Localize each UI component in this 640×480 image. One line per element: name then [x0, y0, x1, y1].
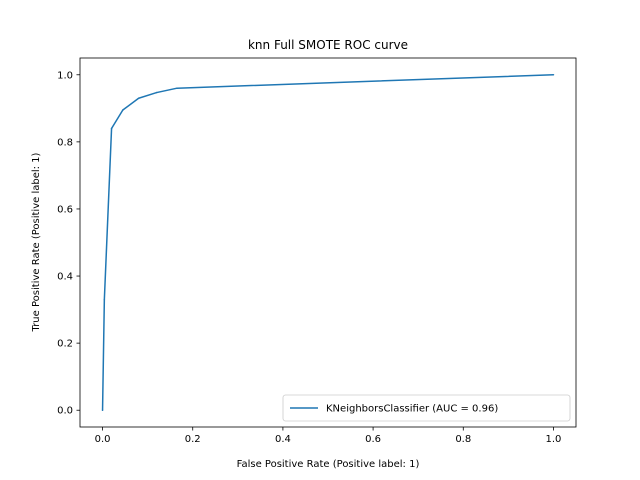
- y-axis-label: True Positive Rate (Positive label: 1): [31, 152, 42, 332]
- y-tick-label: 0.4: [57, 272, 73, 283]
- roc-point: [110, 127, 113, 130]
- roc-point: [155, 91, 158, 94]
- y-tick-label: 0.0: [57, 406, 73, 417]
- y-tick-label: 1.0: [57, 70, 73, 81]
- legend: KNeighborsClassifier (AUC = 0.96): [282, 394, 571, 422]
- x-axis-label: False Positive Rate (Positive label: 1): [237, 459, 420, 470]
- series-layer: [101, 74, 555, 411]
- x-tick-label: 0.0: [95, 434, 111, 445]
- chart-title: knn Full SMOTE ROC curve: [248, 38, 408, 52]
- x-tick-label: 0.4: [275, 434, 291, 445]
- roc-curve-line: [101, 74, 554, 411]
- y-tick-label: 0.6: [57, 204, 73, 215]
- y-tick-label: 0.2: [57, 339, 73, 350]
- x-tick-label: 0.8: [455, 434, 471, 445]
- x-tick-label: 0.2: [185, 434, 201, 445]
- y-tick-label: 0.8: [57, 137, 73, 148]
- roc-point: [137, 97, 140, 100]
- x-tick-label: 1.0: [546, 434, 562, 445]
- plot-frame: [79, 57, 577, 428]
- x-tick-label: 0.6: [365, 434, 381, 445]
- x-axis-ticks: 0.0 0.2 0.4 0.6 0.8 1.0: [95, 427, 562, 445]
- roc-point: [122, 109, 124, 111]
- y-axis-ticks: 0.0 0.2 0.4 0.6 0.8 1.0: [57, 70, 80, 417]
- roc-point: [552, 74, 555, 76]
- plot-area: [79, 57, 577, 428]
- legend-box: [282, 394, 571, 422]
- legend-entry-label: KNeighborsClassifier (AUC = 0.96): [326, 404, 498, 415]
- roc-point: [101, 409, 104, 411]
- roc-point: [176, 87, 178, 89]
- roc-point: [103, 298, 106, 301]
